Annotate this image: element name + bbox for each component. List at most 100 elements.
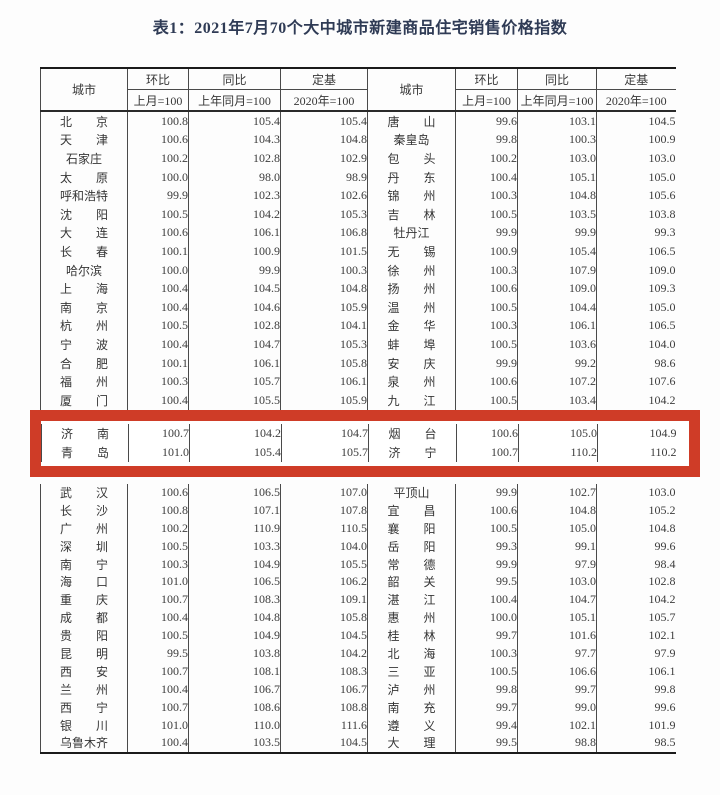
index-value-cell: 100.6 <box>455 279 518 298</box>
city-cell: 海 口 <box>40 572 128 591</box>
index-value-cell: 98.4 <box>596 555 676 573</box>
city-cell: 成 都 <box>40 608 128 627</box>
col-header-base-left: 定基 <box>280 68 368 90</box>
index-value-cell: 102.1 <box>596 626 676 645</box>
index-value-cell: 100.6 <box>455 372 518 391</box>
index-value-cell: 100.5 <box>127 316 189 336</box>
index-value-cell: 100.6 <box>127 223 189 243</box>
table-row: 广 州 100.2 110.9 110.5 襄 阳 100.5 105.0 104.8 <box>40 519 676 538</box>
table-row: 昆 明 99.5 103.8 104.2 北 海 100.3 97.7 97.9 <box>40 644 676 663</box>
index-value-cell: 99.7 <box>455 626 518 645</box>
city-cell: 温 州 <box>367 297 456 317</box>
city-cell: 福 州 <box>40 372 128 391</box>
index-value-cell: 100.6 <box>456 423 519 443</box>
index-value-cell: 104.2 <box>189 423 282 443</box>
city-cell: 西 安 <box>40 662 128 681</box>
col-subheader-yoy-right: 上年同月=100 <box>517 89 597 111</box>
city-cell: 泸 州 <box>367 680 456 699</box>
index-value-cell: 100.4 <box>455 167 518 187</box>
table-row: 长 沙 100.8 107.1 107.8 宜 昌 100.6 104.8 105.2 <box>40 501 676 520</box>
col-subheader-mom-right: 上月=100 <box>455 89 518 111</box>
index-value-cell: 100.1 <box>127 353 189 373</box>
index-value-cell: 100.1 <box>127 242 189 261</box>
index-value-cell: 105.6 <box>596 186 676 205</box>
index-value-cell: 104.9 <box>597 423 677 443</box>
index-value-cell: 107.8 <box>280 501 368 520</box>
index-value-cell: 99.9 <box>517 223 597 243</box>
table-row: 沈 阳 100.5 104.2 105.3 吉 林 100.5 103.5 103.8 <box>40 204 676 224</box>
city-cell: 徐 州 <box>367 260 456 280</box>
index-value-cell: 103.0 <box>596 149 676 168</box>
table-row: 海 口 101.0 106.5 106.2 韶 关 99.5 103.0 102.8 <box>40 572 676 591</box>
city-cell: 锦 州 <box>367 186 456 205</box>
city-cell: 平顶山 <box>367 483 456 502</box>
city-cell: 秦皇岛 <box>367 130 456 150</box>
index-value-cell: 105.7 <box>281 442 369 462</box>
index-value-cell: 104.4 <box>517 297 597 317</box>
index-value-cell: 105.7 <box>188 372 281 391</box>
city-cell: 北 京 <box>40 112 128 131</box>
index-value-cell: 100.6 <box>455 501 518 520</box>
col-header-city-left: 城市 <box>40 68 128 111</box>
index-value-cell: 104.5 <box>280 733 368 753</box>
index-value-cell: 99.8 <box>455 130 518 150</box>
index-value-cell: 106.8 <box>280 223 368 243</box>
index-value-cell: 105.8 <box>280 608 368 627</box>
city-cell: 银 川 <box>40 716 128 734</box>
index-value-cell: 103.3 <box>188 537 281 556</box>
table-row: 青 岛 101.0 105.4 105.7 济 宁 100.7 110.2 110.2 <box>41 442 677 462</box>
index-value-cell: 110.9 <box>188 519 281 538</box>
index-value-cell: 100.2 <box>127 149 189 168</box>
table-row: 合 肥 100.1 106.1 105.8 安 庆 99.9 99.2 98.6 <box>40 353 676 373</box>
index-value-cell: 104.8 <box>517 186 597 205</box>
index-value-cell: 100.7 <box>127 698 189 717</box>
city-cell: 深 圳 <box>40 537 128 556</box>
index-value-cell: 100.4 <box>127 608 189 627</box>
index-value-cell: 108.8 <box>280 698 368 717</box>
table-row: 乌鲁木齐 100.4 103.5 104.5 大 理 99.5 98.8 98.5 <box>40 733 676 753</box>
index-value-cell: 102.9 <box>280 149 368 168</box>
table-row: 长 春 100.1 100.9 101.5 无 锡 100.9 105.4 106.5 <box>40 242 676 261</box>
index-value-cell: 100.6 <box>127 483 189 502</box>
city-cell: 呼和浩特 <box>40 186 128 205</box>
index-value-cell: 99.9 <box>188 260 281 280</box>
index-value-cell: 100.3 <box>455 316 518 336</box>
index-value-cell: 100.5 <box>127 204 189 224</box>
col-header-city-right: 城市 <box>367 68 456 111</box>
index-value-cell: 109.0 <box>596 260 676 280</box>
city-cell: 北 海 <box>367 644 456 663</box>
index-value-cell: 104.2 <box>188 204 281 224</box>
city-cell: 太 原 <box>40 167 128 187</box>
index-value-cell: 105.5 <box>280 555 368 573</box>
city-cell: 湛 江 <box>367 590 456 609</box>
index-value-cell: 106.1 <box>280 372 368 391</box>
city-cell: 无 锡 <box>367 242 456 261</box>
index-value-cell: 103.5 <box>517 204 597 224</box>
index-value-cell: 102.7 <box>517 483 597 502</box>
table-row: 重 庆 100.7 108.3 109.1 湛 江 100.4 104.7 104.2 <box>40 590 676 609</box>
city-cell: 济 宁 <box>368 442 457 462</box>
city-cell: 遵 义 <box>367 716 456 734</box>
index-value-cell: 108.1 <box>188 662 281 681</box>
index-value-cell: 100.4 <box>127 297 189 317</box>
table-row: 兰 州 100.4 106.7 106.7 泸 州 99.8 99.7 99.8 <box>40 680 676 699</box>
index-value-cell: 100.4 <box>127 680 189 699</box>
index-value-cell: 99.9 <box>455 483 518 502</box>
index-value-cell: 97.9 <box>596 644 676 663</box>
index-value-cell: 100.0 <box>127 167 189 187</box>
city-cell: 昆 明 <box>40 644 128 663</box>
index-value-cell: 100.5 <box>455 390 518 410</box>
city-cell: 九 江 <box>367 390 456 410</box>
col-header-yoy-left: 同比 <box>188 68 281 90</box>
index-value-cell: 104.6 <box>188 297 281 317</box>
index-value-cell: 100.5 <box>455 662 518 681</box>
index-value-cell: 102.8 <box>188 149 281 168</box>
city-cell: 沈 阳 <box>40 204 128 224</box>
index-value-cell: 104.7 <box>281 423 369 443</box>
city-cell: 南 京 <box>40 297 128 317</box>
city-cell: 宜 昌 <box>367 501 456 520</box>
index-value-cell: 105.7 <box>596 608 676 627</box>
table-row: 深 圳 100.5 103.3 104.0 岳 阳 99.3 99.1 99.6 <box>40 537 676 556</box>
index-value-cell: 110.5 <box>280 519 368 538</box>
